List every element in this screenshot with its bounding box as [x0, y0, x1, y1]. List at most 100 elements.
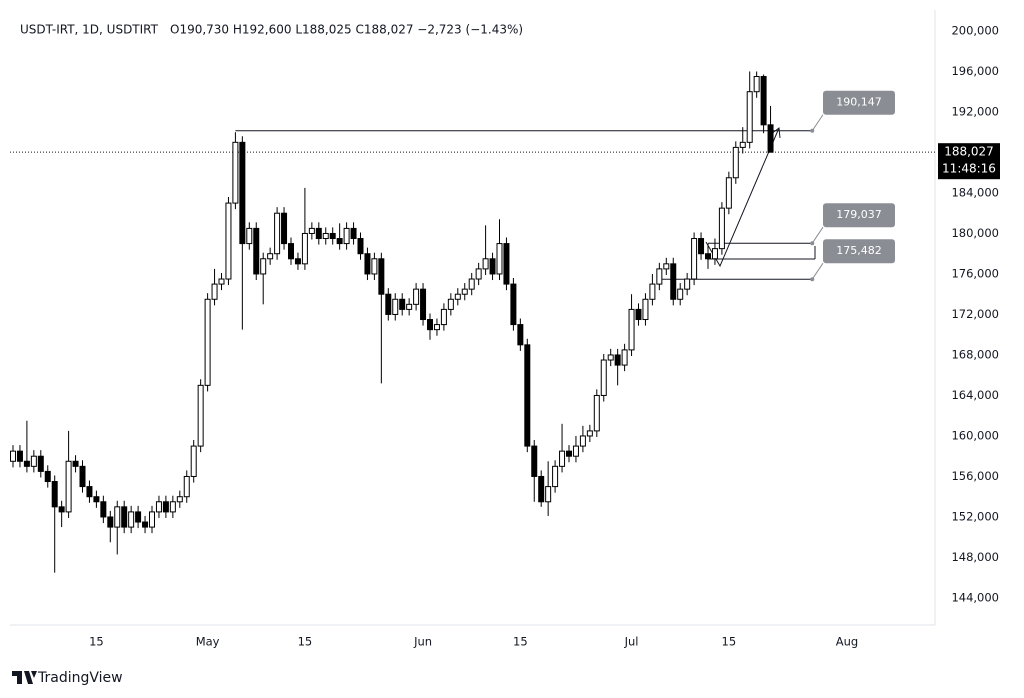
candle-body	[725, 177, 732, 209]
candle-body	[239, 141, 246, 245]
candle-body	[440, 308, 447, 326]
candle-body	[183, 475, 190, 498]
y-tick-label: 148,000	[951, 550, 999, 564]
last-price-label: 188,027	[944, 145, 994, 159]
candle-body	[392, 298, 399, 315]
x-tick-label: Aug	[836, 635, 858, 649]
y-tick-label: 156,000	[951, 469, 999, 483]
candle-body	[350, 227, 357, 240]
candle-body	[142, 521, 149, 528]
x-tick-label: 15	[513, 635, 528, 649]
y-tick-label: 160,000	[951, 428, 999, 442]
candle-body	[767, 124, 774, 153]
candle-body	[656, 268, 663, 285]
candle-body	[614, 354, 621, 366]
last-price-tag	[938, 143, 1000, 180]
candle-body	[447, 298, 454, 310]
candle-body	[496, 243, 503, 275]
candle-body	[420, 288, 427, 321]
callout-leader	[811, 226, 824, 244]
candle-body	[607, 354, 614, 361]
candle-body	[642, 298, 649, 321]
candle-body	[489, 258, 496, 275]
candle-body	[107, 516, 114, 528]
candle-body	[406, 303, 413, 310]
candle-body	[461, 288, 468, 295]
candle-body	[433, 324, 440, 331]
candle-body	[51, 481, 58, 508]
candle-body	[260, 258, 267, 275]
candle-body	[190, 445, 197, 477]
candle-body	[232, 141, 239, 204]
candle-body	[23, 460, 30, 467]
candle-body	[628, 308, 635, 351]
y-tick-label: 172,000	[951, 307, 999, 321]
arrow-head	[770, 127, 781, 139]
candle-body	[135, 511, 142, 523]
candle-body	[552, 465, 559, 488]
candle-body	[197, 384, 204, 447]
candle-body	[322, 232, 329, 240]
candle-body	[58, 506, 65, 513]
y-tick-label: 184,000	[951, 185, 999, 199]
callout-label: 175,482	[836, 244, 882, 257]
callout-dot	[810, 241, 815, 246]
candle-body	[572, 445, 579, 457]
x-tick-label: May	[196, 635, 220, 649]
candle-body	[30, 455, 37, 467]
candle-body	[531, 445, 538, 477]
candle-body	[86, 486, 93, 498]
candle-body	[454, 293, 461, 300]
candle-body	[253, 227, 260, 275]
candle-body	[468, 278, 475, 290]
candle-body	[37, 455, 44, 472]
candle-body	[100, 501, 107, 518]
candle-body	[600, 359, 607, 396]
callout-label: 179,037	[836, 208, 882, 221]
candle-body	[753, 76, 760, 93]
candle-body	[162, 501, 169, 513]
candle-body	[329, 232, 336, 240]
candle-body	[593, 394, 600, 432]
brand-logo	[12, 671, 37, 684]
callout-leader	[811, 114, 824, 132]
candle-body	[211, 283, 218, 300]
candle-body	[475, 268, 482, 280]
candle-body	[566, 450, 572, 457]
candle-body	[663, 263, 670, 270]
candle-body	[586, 430, 593, 437]
candle-body	[267, 253, 274, 260]
candle-body	[559, 450, 566, 467]
candle-body	[579, 435, 586, 447]
candle-body	[503, 243, 510, 285]
callout-box	[823, 239, 895, 264]
candle-body	[336, 238, 343, 245]
y-tick-label: 144,000	[951, 590, 999, 604]
candle-body	[364, 253, 371, 275]
y-tick-label: 192,000	[951, 104, 999, 118]
candle-body	[281, 212, 288, 245]
callout-dot	[810, 277, 815, 282]
candle-body	[427, 319, 433, 331]
candle-body	[44, 470, 51, 483]
candle-body	[746, 91, 753, 143]
candle-body	[121, 506, 128, 528]
candle-body	[698, 238, 705, 255]
candle-body	[538, 475, 545, 503]
symbol: USDT-IRT, 1D, USDTIRT	[20, 23, 159, 37]
candle-body	[204, 298, 211, 386]
callout-label: 190,147	[836, 96, 882, 109]
candle-body	[308, 227, 315, 234]
y-tick-label: 164,000	[951, 388, 999, 402]
candle-body	[357, 238, 364, 255]
x-tick-label: 15	[722, 635, 737, 649]
y-tick-label: 180,000	[951, 226, 999, 240]
countdown-label: 11:48:16	[942, 162, 996, 176]
candle-body	[378, 258, 385, 295]
candle-body	[677, 288, 684, 300]
callout-box	[823, 203, 895, 228]
arrow-line	[705, 127, 780, 268]
candle-body	[343, 227, 350, 245]
drawing	[705, 127, 816, 268]
